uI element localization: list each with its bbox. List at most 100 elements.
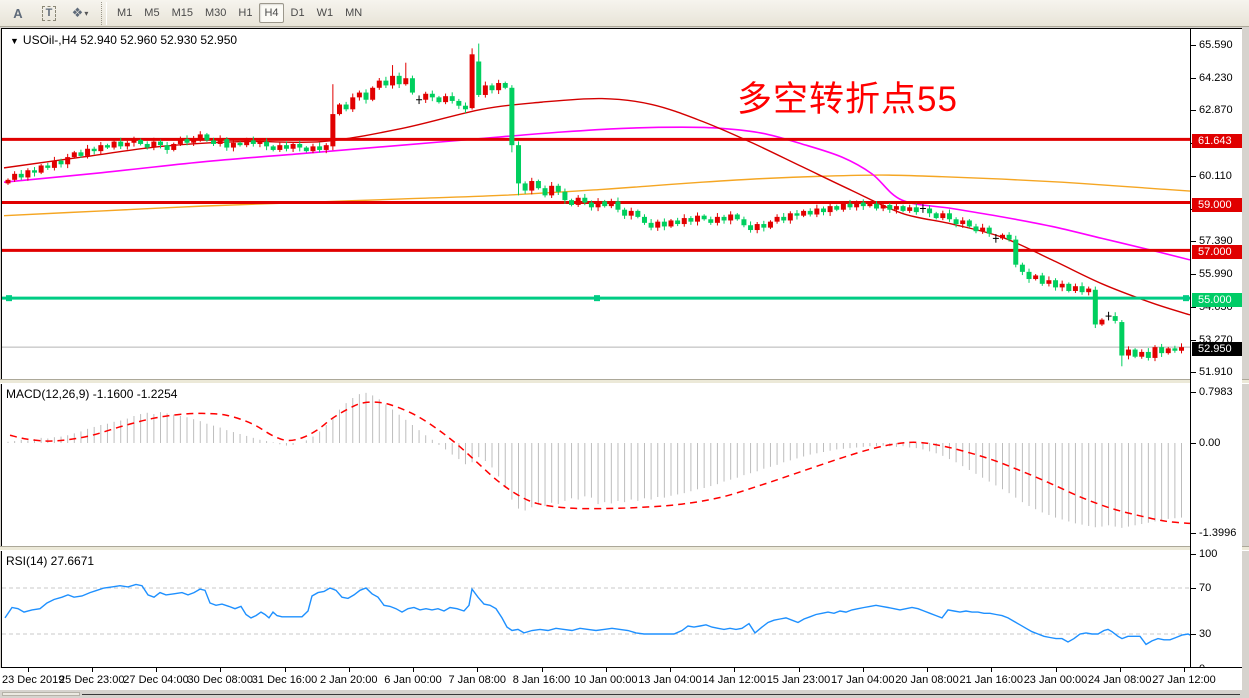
rsi-indicator-chart[interactable] xyxy=(2,551,1190,667)
collapse-triangle-icon[interactable]: ▼ xyxy=(10,36,19,46)
chart-annotation-text[interactable]: 多空转折点55 xyxy=(737,80,958,119)
down-candle xyxy=(807,210,813,215)
down-candle xyxy=(297,143,303,148)
time-tick xyxy=(670,668,671,672)
axis-tick xyxy=(1191,443,1196,444)
macd-axis-label: -1.3996 xyxy=(1199,526,1237,539)
down-candle xyxy=(449,96,455,101)
down-candle xyxy=(708,219,714,223)
timeframe-button-m15[interactable]: M15 xyxy=(171,7,193,19)
line-handle[interactable] xyxy=(1183,295,1189,302)
price-badge-52.950: 52.950 xyxy=(1192,342,1242,357)
symbol-title: ▼ USOil-,H4 52.940 52.960 52.930 52.950 xyxy=(10,33,237,47)
down-candle xyxy=(1039,275,1045,284)
up-candle xyxy=(1179,347,1185,351)
down-candle xyxy=(1013,239,1019,265)
up-candle xyxy=(695,215,701,222)
up-candle xyxy=(370,87,376,100)
time-tick xyxy=(1184,668,1185,672)
down-candle xyxy=(761,224,767,228)
up-candle xyxy=(423,93,429,100)
axis-tick xyxy=(1191,391,1196,393)
down-candle xyxy=(555,185,561,192)
up-candle xyxy=(330,114,336,147)
ma_mid-line[interactable] xyxy=(3,126,1190,261)
down-candle xyxy=(343,104,349,110)
up-candle xyxy=(469,54,475,109)
line-handle[interactable] xyxy=(6,295,12,302)
timeframe-button-m1[interactable]: M1 xyxy=(117,7,133,19)
down-candle xyxy=(913,207,919,213)
arrows-tool-button[interactable]: ❖ ▾ xyxy=(71,5,89,20)
time-axis-label: 2 Jan 20:00 xyxy=(320,674,378,686)
timeframe-button-m5[interactable]: M5 xyxy=(144,7,160,19)
timeframe-button-d1[interactable]: D1 xyxy=(290,7,305,19)
up-candle xyxy=(337,104,342,115)
axis-tick xyxy=(1191,634,1196,635)
down-candle xyxy=(58,160,64,165)
timeframe-button-mn[interactable]: MN xyxy=(345,7,363,19)
panel-divider[interactable] xyxy=(0,379,1249,384)
main-price-chart[interactable] xyxy=(2,29,1190,379)
down-candle xyxy=(104,145,110,148)
scroll-track-line xyxy=(82,694,1240,695)
up-candle xyxy=(867,203,873,207)
timeframe-button-w1[interactable]: W1 xyxy=(316,7,334,19)
down-candle xyxy=(933,213,939,219)
up-candle xyxy=(1125,349,1131,356)
down-candle xyxy=(237,142,243,146)
down-candle xyxy=(953,219,959,225)
down-candle xyxy=(270,146,276,150)
text-label-tool-button[interactable]: T xyxy=(36,3,62,24)
axis-tick xyxy=(1191,241,1196,243)
time-axis-label: 24 Jan 08:00 xyxy=(1087,674,1152,686)
rsi-axis-label: 70 xyxy=(1199,582,1212,594)
axis-tick xyxy=(1191,306,1196,308)
time-axis-label: 23 Dec 2019 xyxy=(2,674,65,686)
time-tick xyxy=(927,668,928,672)
down-candle xyxy=(615,201,621,210)
down-candle xyxy=(847,203,853,208)
down-candle xyxy=(164,145,170,150)
chart-left-border xyxy=(1,29,2,667)
up-candle xyxy=(85,148,91,156)
time-axis-label: 17 Jan 04:00 xyxy=(830,674,895,686)
down-candle xyxy=(204,134,210,141)
up-candle xyxy=(880,204,886,209)
down-candle xyxy=(522,183,528,191)
up-candle xyxy=(496,83,502,91)
time-tick xyxy=(27,668,29,672)
time-axis-label: 30 Dec 08:00 xyxy=(187,674,253,686)
time-tick xyxy=(605,668,607,672)
up-candle xyxy=(323,145,329,150)
rsi-panel-bg xyxy=(2,551,1190,667)
up-candle xyxy=(754,224,760,231)
horizontal-scrollbar-thumb[interactable] xyxy=(2,692,80,696)
down-candle xyxy=(317,146,323,150)
down-candle xyxy=(489,85,495,91)
up-candle xyxy=(940,213,946,219)
axis-tick xyxy=(1191,372,1196,374)
up-candle xyxy=(827,206,833,213)
down-candle xyxy=(45,165,51,168)
macd-panel-bg xyxy=(2,384,1190,546)
down-candle xyxy=(675,220,681,225)
macd-indicator-chart[interactable] xyxy=(2,384,1190,546)
macd-axis-label: 0.00 xyxy=(1199,437,1221,449)
down-candle xyxy=(224,139,230,148)
timeframe-button-h1[interactable]: H1 xyxy=(238,7,253,19)
line-handle[interactable] xyxy=(594,295,600,302)
down-candle xyxy=(1112,316,1118,321)
font-tool-button[interactable]: A xyxy=(13,5,23,21)
price-axis-label: 62.870 xyxy=(1199,104,1233,117)
up-candle xyxy=(714,216,720,223)
down-candle xyxy=(303,147,309,152)
timeframe-button-m30[interactable]: M30 xyxy=(204,7,227,19)
down-candle xyxy=(648,222,654,228)
panel-divider[interactable] xyxy=(0,546,1249,551)
ma_slow-line[interactable] xyxy=(3,174,1190,217)
down-candle xyxy=(588,202,594,208)
timeframe-button-h4[interactable]: H4 xyxy=(259,3,284,23)
down-candle xyxy=(1006,234,1012,240)
axis-tick xyxy=(1191,274,1196,276)
